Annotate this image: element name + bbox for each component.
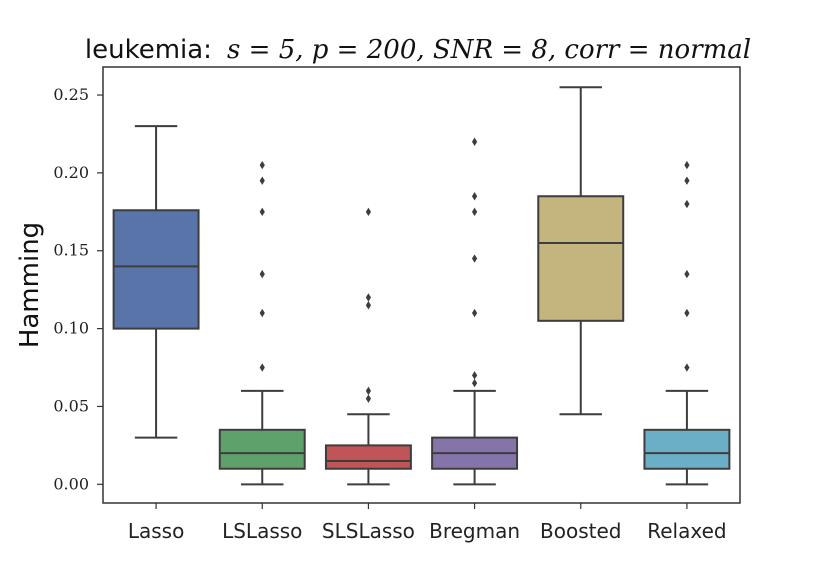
y-tick-label: 0.25	[53, 85, 89, 104]
y-tick-label: 0.05	[53, 396, 89, 415]
outlier-point-lslasso	[259, 207, 265, 217]
box-lasso	[112, 209, 200, 330]
outlier-point-lslasso	[259, 160, 265, 170]
box-slslasso	[324, 444, 412, 470]
chart-title-math: s = 5, p = 200, SNR = 8, corr = normal	[227, 35, 751, 65]
box-lslasso	[218, 428, 306, 470]
outlier-point-relaxed	[684, 363, 690, 372]
plot-frame	[102, 66, 741, 504]
x-tick-label-relaxed: Relaxed	[647, 519, 726, 543]
outlier-point-relaxed	[684, 176, 690, 185]
outlier-point-bregman	[471, 254, 478, 263]
outlier-point-slslasso	[365, 301, 372, 310]
chart-title: leukemia: s = 5, p = 200, SNR = 8, corr …	[85, 35, 751, 65]
outlier-point-relaxed	[684, 199, 690, 209]
chart-title-prefix: leukemia:	[85, 35, 212, 65]
outlier-point-bregman	[471, 137, 478, 146]
plot-area: 0.00 0.05 0.10 0.15 0.20 0.25 Lasso LSLasso SLSL…	[53, 66, 741, 543]
outlier-point-bregman	[471, 308, 478, 318]
y-tick-label: 0.10	[53, 319, 89, 338]
outlier-point-relaxed	[684, 269, 690, 279]
y-axis-label: Hamming	[15, 222, 45, 348]
outlier-point-relaxed	[684, 160, 690, 170]
outlier-point-relaxed	[684, 308, 690, 318]
outlier-point-slslasso	[365, 207, 372, 217]
outlier-point-slslasso	[365, 386, 372, 396]
outlier-point-bregman	[471, 207, 478, 217]
x-tick-label-lslasso: LSLasso	[222, 519, 302, 543]
x-tick-label-bregman: Bregman	[429, 519, 520, 543]
outlier-point-bregman	[471, 378, 478, 388]
outlier-point-slslasso	[365, 394, 372, 403]
y-tick-label: 0.00	[53, 474, 89, 493]
outlier-point-lslasso	[259, 176, 265, 185]
x-tick-label-slslasso: SLSLasso	[322, 519, 415, 543]
y-tick-label: 0.15	[53, 241, 89, 260]
outlier-point-bregman	[471, 371, 478, 380]
outlier-point-bregman	[471, 192, 478, 201]
outlier-point-lslasso	[259, 269, 265, 279]
box-boosted	[537, 195, 625, 322]
outlier-point-slslasso	[365, 293, 372, 302]
x-tick-label-lasso: Lasso	[128, 519, 184, 543]
y-tick-label: 0.20	[53, 163, 89, 182]
x-tick-label-boosted: Boosted	[540, 519, 621, 543]
outlier-point-lslasso	[259, 363, 265, 372]
box-relaxed	[643, 428, 731, 470]
outlier-point-lslasso	[259, 308, 265, 318]
